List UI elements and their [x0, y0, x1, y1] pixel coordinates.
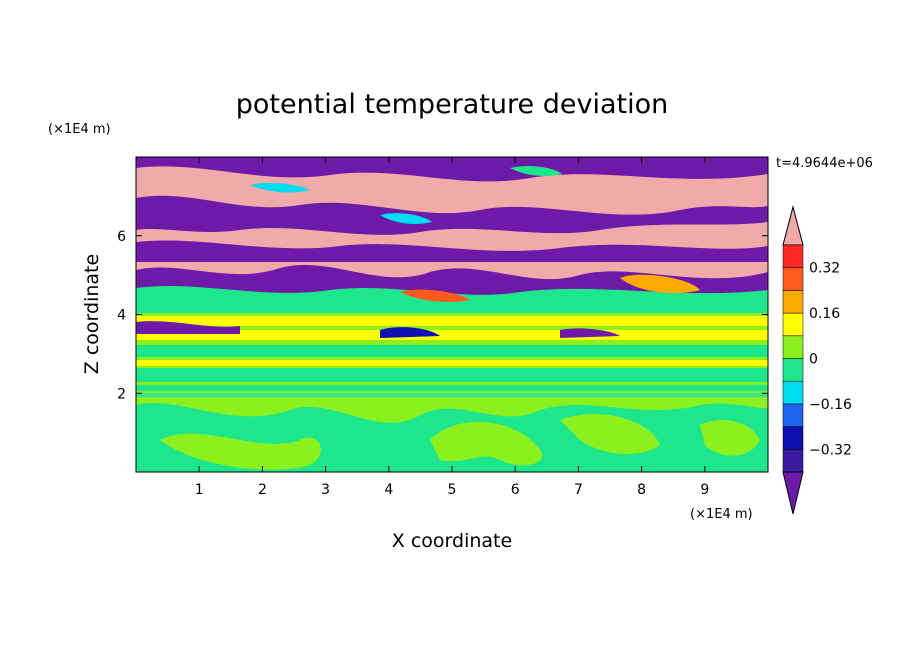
x-tick-label: 2	[258, 482, 267, 498]
colorbar-segment	[782, 380, 804, 405]
colorbar-tick-label: −0.16	[809, 397, 852, 413]
x-tick-label: 4	[384, 482, 393, 498]
colorbar-segment	[782, 290, 804, 314]
colorbar-top-arrow	[782, 205, 804, 246]
colorbar-segment	[782, 426, 804, 450]
x-axis-label: X coordinate	[392, 530, 512, 552]
time-label: t=4.9644e+06	[776, 156, 873, 171]
y-tick-label: 4	[117, 308, 126, 324]
colorbar-tick-label: 0	[809, 352, 818, 368]
colorbar-bottom-arrow	[782, 471, 804, 515]
x-tick-label: 5	[448, 482, 457, 498]
chart-title: potential temperature deviation	[236, 89, 668, 120]
colorbar-segment	[782, 403, 804, 427]
x-tick-label: 6	[511, 482, 520, 498]
colorbar-segment	[782, 267, 804, 291]
x-tick-label: 3	[321, 482, 330, 498]
x-ticks: 1 2 3 4 5 6 7 8 9	[195, 157, 709, 498]
y-ticks: 2 4 6	[117, 229, 768, 402]
y-unit-label: (×1E4 m)	[48, 122, 111, 137]
y-tick-label: 2	[117, 386, 126, 402]
x-tick-label: 1	[195, 482, 204, 498]
x-tick-label: 9	[700, 482, 709, 498]
colorbar-segment	[782, 335, 804, 359]
x-tick-label: 8	[637, 482, 646, 498]
x-unit-label: (×1E4 m)	[690, 507, 753, 522]
colorbar-segment	[782, 312, 804, 337]
colorbar-segment	[782, 449, 804, 473]
x-tick-label: 7	[574, 482, 583, 498]
heatmap-field	[136, 157, 768, 472]
colorbar-ticks: 0.32 0.16 0 −0.16 −0.32	[809, 261, 852, 459]
y-tick-label: 6	[117, 229, 126, 245]
colorbar-segment	[782, 358, 804, 382]
colorbar-tick-label: 0.32	[809, 261, 840, 277]
colorbar-tick-label: −0.32	[809, 442, 852, 458]
y-axis-label: Z coordinate	[81, 254, 103, 374]
colorbar	[782, 205, 804, 515]
colorbar-tick-label: 0.16	[809, 306, 840, 322]
colorbar-segment	[782, 244, 804, 268]
